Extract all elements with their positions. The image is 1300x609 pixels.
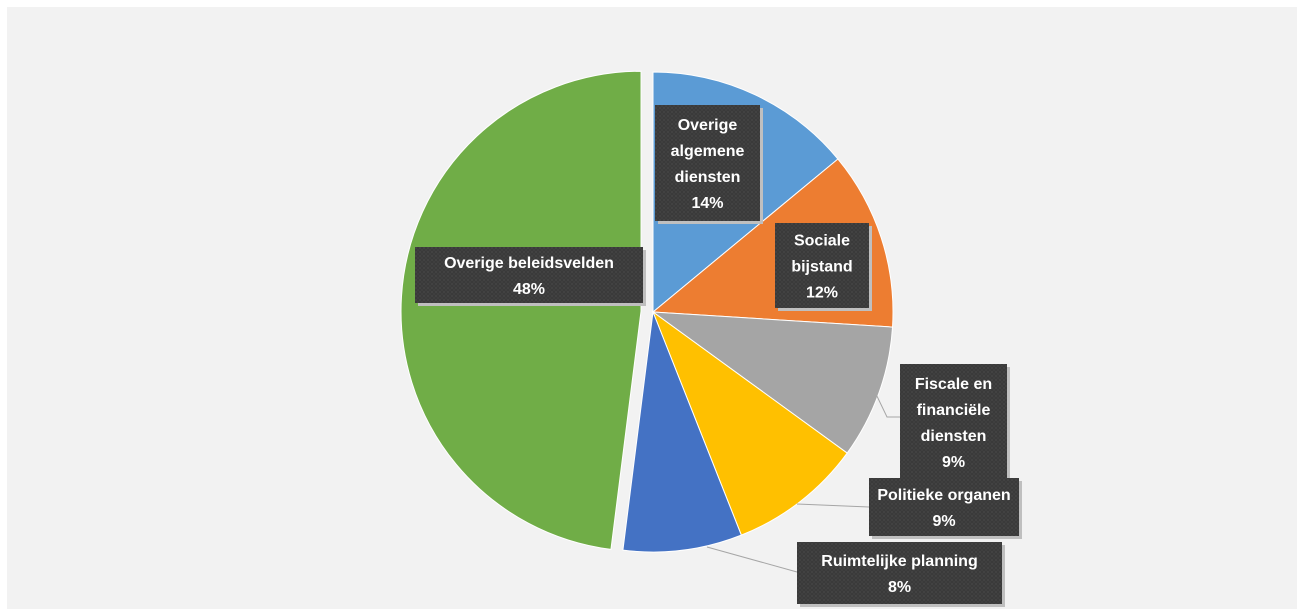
data-label-6: Overige beleidsvelden 48%	[415, 247, 646, 306]
leader-line-3	[874, 391, 900, 418]
data-label-1: Overige algemene diensten 14%	[655, 105, 763, 224]
data-label-category: Ruimtelijke planning	[821, 553, 977, 570]
chart-frame: Overige algemene diensten 14% Sociale bijstan…	[7, 7, 1297, 609]
data-label-3: Fiscale en financiële diensten 9%	[900, 364, 1010, 483]
leader-line-5	[706, 546, 798, 573]
data-label-value: 8%	[888, 579, 911, 596]
data-label-category: Overige algemene diensten	[671, 117, 745, 186]
data-label-value: 9%	[942, 454, 965, 471]
pie-slice-5	[622, 311, 742, 553]
data-label-category: Politieke organen	[877, 487, 1010, 504]
data-label-value: 12%	[806, 285, 838, 302]
data-label-value: 9%	[932, 513, 955, 530]
data-label-category: Sociale bijstand	[791, 233, 852, 276]
leader-line-4	[796, 503, 870, 508]
data-label-box	[869, 478, 1019, 536]
data-label-box	[775, 223, 869, 308]
data-label-box	[900, 364, 1007, 480]
data-label-4: Politieke organen 9%	[869, 478, 1022, 539]
data-label-5: Ruimtelijke planning 8%	[797, 542, 1005, 607]
data-label-category: Overige beleidsvelden	[444, 255, 614, 272]
pie-chart: Overige algemene diensten 14% Sociale bijstan…	[400, 70, 1022, 607]
data-label-category: Fiscale en financiële diensten	[915, 376, 992, 445]
data-label-box	[415, 247, 643, 303]
data-label-value: 48%	[513, 281, 545, 298]
data-label-2: Sociale bijstand 12%	[775, 223, 872, 311]
pie-slice-4	[651, 310, 848, 536]
data-label-box	[655, 105, 760, 221]
data-label-box	[797, 542, 1002, 604]
pie-slice-6	[400, 70, 642, 550]
data-label-value: 14%	[691, 195, 723, 212]
pie-slice-3	[651, 311, 894, 454]
